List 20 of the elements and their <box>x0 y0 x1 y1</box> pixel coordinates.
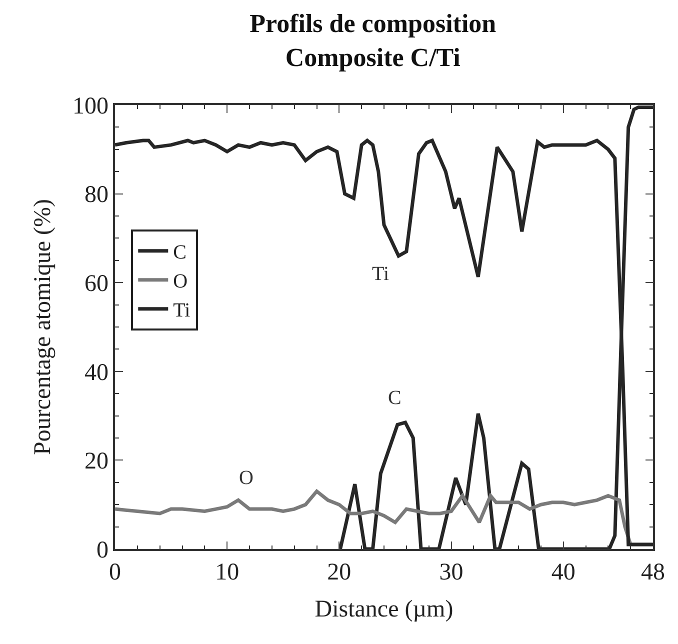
y-tick-label: 40 <box>84 360 108 386</box>
y-tick-label: 20 <box>84 448 108 475</box>
annotation: C <box>388 387 402 409</box>
x-tick-label: 20 <box>327 560 352 586</box>
legend-label: C <box>173 242 186 264</box>
legend-label: O <box>173 270 188 293</box>
legend-label: Ti <box>173 300 191 322</box>
y-tick-label: 0 <box>96 537 108 564</box>
y-tick-label: 80 <box>84 182 108 208</box>
y-tick-label: 100 <box>72 93 108 120</box>
annotation: Ti <box>372 263 390 285</box>
annotation: O <box>239 467 254 489</box>
x-tick-label: 48 <box>641 560 665 586</box>
x-tick-label: 30 <box>439 560 464 586</box>
x-tick-label: 40 <box>551 560 576 586</box>
x-axis-title: Distance (µm) <box>314 596 454 622</box>
x-tick-label: 10 <box>215 560 240 586</box>
y-axis-title: Pourcentage atomique (%) <box>30 199 56 455</box>
chart-title: Profils de composition Composite C/Ti <box>250 9 497 72</box>
y-tick-label: 60 <box>84 271 108 297</box>
